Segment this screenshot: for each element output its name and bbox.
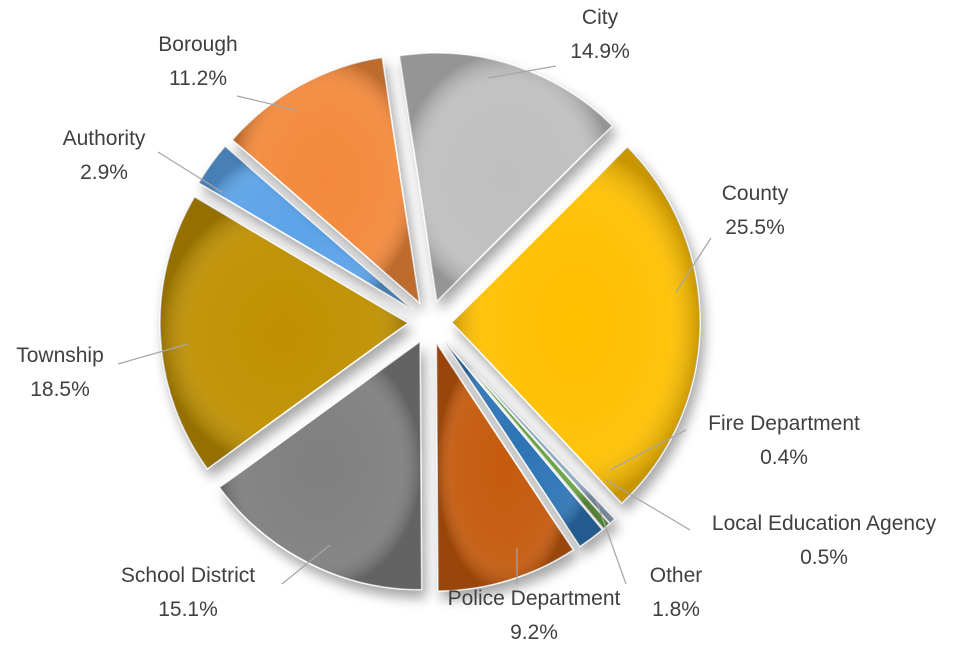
slice-value-city: 14.9%: [570, 40, 630, 63]
slice-sheen-township: [160, 196, 409, 469]
slice-value-authority: 2.9%: [80, 161, 128, 184]
slice-value-school-district: 15.1%: [158, 598, 218, 621]
slice-label-school-district: School District: [121, 564, 255, 587]
slice-value-police-department: 9.2%: [510, 621, 558, 644]
slice-sheen-city: [399, 53, 613, 302]
slice-label-county: County: [722, 182, 789, 205]
slice-label-township: Township: [16, 344, 104, 367]
slice-label-police-department: Police Department: [448, 587, 621, 610]
slice-label-other: Other: [650, 564, 703, 587]
slice-value-local-education-agency: 0.5%: [800, 546, 848, 569]
leader-fire-department: [609, 429, 687, 471]
slice-value-township: 18.5%: [30, 378, 90, 401]
leader-borough: [236, 95, 297, 111]
slice-value-county: 25.5%: [725, 216, 785, 239]
slice-sheen-county: [451, 146, 700, 504]
slice-labels: County 25.5% Fire Department 0.4% Local Educ…: [16, 6, 936, 644]
leader-city: [487, 65, 557, 79]
leader-county: [675, 237, 712, 293]
slice-label-borough: Borough: [158, 33, 237, 56]
slice-label-city: City: [582, 6, 619, 29]
slice-value-fire-department: 0.4%: [760, 446, 808, 469]
slice-sheen-authority: [198, 146, 413, 310]
leader-other: [595, 499, 627, 585]
slice-sheen-other: [443, 339, 603, 547]
slice-label-fire-department: Fire Department: [708, 412, 860, 435]
leader-school-district: [281, 544, 331, 585]
slice-label-authority: Authority: [63, 127, 146, 150]
leader-township: [117, 343, 189, 365]
slice-sheen-school-district: [219, 341, 422, 590]
slice-value-borough: 11.2%: [169, 67, 227, 90]
slice-sheen-fire-department: [444, 338, 615, 524]
pie-slices: [159, 52, 701, 592]
slice-sheen-police-department: [436, 343, 574, 592]
leader-local-education-agency: [605, 479, 691, 531]
slice-value-other: 1.8%: [652, 598, 700, 621]
slice-sheen-borough: [232, 57, 420, 303]
slice-label-local-education-agency: Local Education Agency: [712, 512, 937, 535]
slice-sheen-local-education-agency: [444, 338, 610, 529]
leader-lines: [117, 65, 712, 585]
leader-authority: [157, 151, 223, 193]
